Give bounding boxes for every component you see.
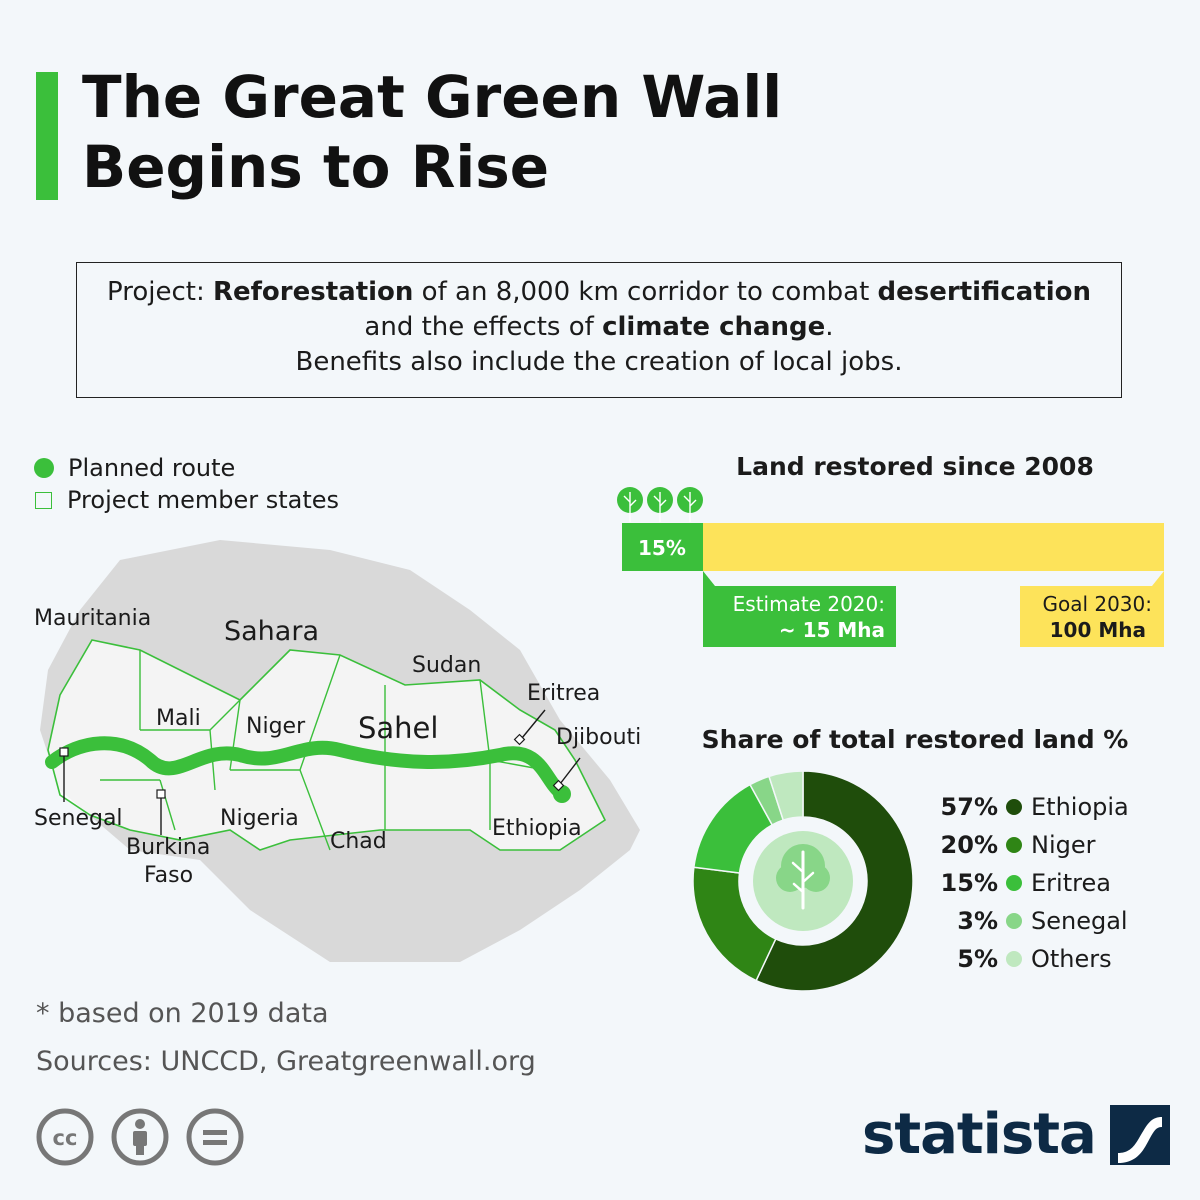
footnote-block: * based on 2019 data Sources: UNCCD, Gre… — [36, 990, 536, 1086]
project-line-1: Project: Reforestation of an 8,000 km co… — [77, 275, 1121, 310]
goal-label: Goal 2030: — [1042, 592, 1152, 616]
license-icons: cc — [36, 1108, 244, 1166]
svg-text:cc: cc — [53, 1126, 78, 1150]
tree-icon — [647, 487, 673, 522]
title-line-1: The Great Green Wall — [82, 63, 783, 131]
project-text: of an 8,000 km corridor to combat — [413, 277, 878, 307]
share-legend-value: 15% — [940, 869, 998, 897]
project-description-box: Project: Reforestation of an 8,000 km co… — [76, 262, 1122, 398]
legend-label: Planned route — [68, 454, 236, 482]
goal-callout — [1152, 571, 1164, 586]
label-mali: Mali — [156, 706, 201, 731]
share-legend-dot-icon — [1006, 837, 1022, 853]
tree-icon — [677, 487, 703, 522]
share-legend-label: Others — [1031, 945, 1112, 973]
share-legend-dot-icon — [1006, 799, 1022, 815]
title-accent-bar — [36, 72, 58, 200]
burkina-marker — [156, 789, 166, 799]
share-legend-row: 5% Others — [930, 940, 1129, 978]
title-line-2: Begins to Rise — [82, 133, 550, 201]
share-legend-row: 3% Senegal — [930, 902, 1129, 940]
senegal-marker — [59, 747, 69, 757]
cc-license-icon[interactable]: cc — [36, 1108, 94, 1166]
project-text: and the effects of — [364, 312, 603, 342]
attribution-icon[interactable] — [111, 1108, 169, 1166]
donut-slices — [692, 770, 914, 992]
label-chad: Chad — [330, 829, 387, 854]
share-legend-label: Eritrea — [1031, 869, 1111, 897]
footnote: * based on 2019 data — [36, 998, 329, 1029]
project-text: . — [825, 312, 834, 342]
label-sahel: Sahel — [358, 711, 438, 745]
progress-label: 15% — [638, 536, 686, 560]
tree-icon — [617, 487, 643, 522]
share-legend-label: Ethiopia — [1031, 793, 1129, 821]
goal-value: 100 Mha — [1050, 618, 1146, 642]
project-line-3: Benefits also include the creation of lo… — [295, 347, 903, 377]
project-line-2: and the effects of climate change. — [77, 310, 1121, 345]
label-mauritania: Mauritania — [34, 606, 151, 631]
map-legend: Planned route Project member states — [34, 452, 339, 516]
project-emphasis: climate change — [602, 312, 826, 342]
share-legend-label: Senegal — [1031, 907, 1128, 935]
estimate-callout — [703, 571, 715, 586]
sources: Sources: UNCCD, Greatgreenwall.org — [36, 1046, 536, 1077]
land-restored-bar: 15% Estimate 2020: ~ 15 Mha Goal 2030: 1… — [617, 487, 1164, 647]
legend-member-states: Project member states — [34, 484, 339, 516]
project-emphasis: Reforestation — [212, 277, 414, 307]
project-text: Project: — [106, 277, 213, 307]
planned-route-line — [45, 736, 567, 799]
share-legend-dot-icon — [1006, 875, 1022, 891]
share-legend-value: 3% — [957, 907, 998, 935]
estimate-label: Estimate 2020: — [733, 592, 885, 616]
label-eritrea: Eritrea — [527, 681, 600, 706]
share-legend-row: 20% Niger — [930, 826, 1129, 864]
share-legend-value: 5% — [957, 945, 998, 973]
label-djibouti: Djibouti — [556, 725, 641, 750]
page-title: The Great Green Wall Begins to Rise — [82, 62, 782, 202]
statista-logo-icon — [1109, 1104, 1170, 1165]
eritrea-pointer — [521, 709, 546, 739]
statista-logo[interactable]: statista — [862, 1102, 1170, 1167]
djibouti-marker — [552, 779, 565, 792]
label-sahara: Sahara — [224, 616, 319, 647]
share-legend-dot-icon — [1006, 913, 1022, 929]
label-senegal: Senegal — [34, 806, 123, 831]
label-sudan: Sudan — [412, 653, 481, 678]
share-legend-dot-icon — [1006, 951, 1022, 967]
label-burkina: Burkina — [126, 835, 210, 860]
tree-center-icon — [776, 844, 830, 910]
estimate-box — [703, 586, 896, 647]
share-chart-title: Share of total restored land % — [701, 725, 1129, 754]
label-nigeria: Nigeria — [220, 806, 299, 831]
share-legend-value: 57% — [940, 793, 998, 821]
africa-map: Sahara Sahel Mauritania Mali Niger Sudan… — [34, 540, 641, 962]
brand-wordmark: statista — [862, 1102, 1097, 1167]
estimate-value: ~ 15 Mha — [779, 618, 885, 642]
legend-planned-route: Planned route — [34, 452, 339, 484]
member-state-box-icon — [35, 491, 52, 509]
no-derivatives-icon[interactable] — [186, 1108, 244, 1166]
label-niger: Niger — [246, 714, 306, 739]
label-faso: Faso — [144, 863, 193, 888]
progress-fill — [622, 523, 703, 571]
share-legend: 57% Ethiopia 20% Niger 15% Eritrea 3% Senegal 5%… — [930, 788, 1129, 978]
project-emphasis: desertification — [877, 277, 1092, 307]
tree-icons — [617, 487, 703, 522]
legend-label: Project member states — [67, 486, 340, 514]
goal-track — [622, 523, 1164, 571]
eritrea-marker — [513, 733, 526, 746]
share-legend-row: 15% Eritrea — [930, 864, 1129, 902]
share-legend-value: 20% — [940, 831, 998, 859]
goal-box — [1020, 586, 1164, 647]
share-donut-chart — [692, 770, 914, 992]
djibouti-pointer — [559, 757, 581, 785]
share-legend-label: Niger — [1031, 831, 1096, 859]
label-ethiopia: Ethiopia — [492, 816, 582, 841]
route-dot-icon — [34, 458, 54, 478]
share-legend-row: 57% Ethiopia — [930, 788, 1129, 826]
land-restored-title: Land restored since 2008 — [736, 452, 1094, 481]
